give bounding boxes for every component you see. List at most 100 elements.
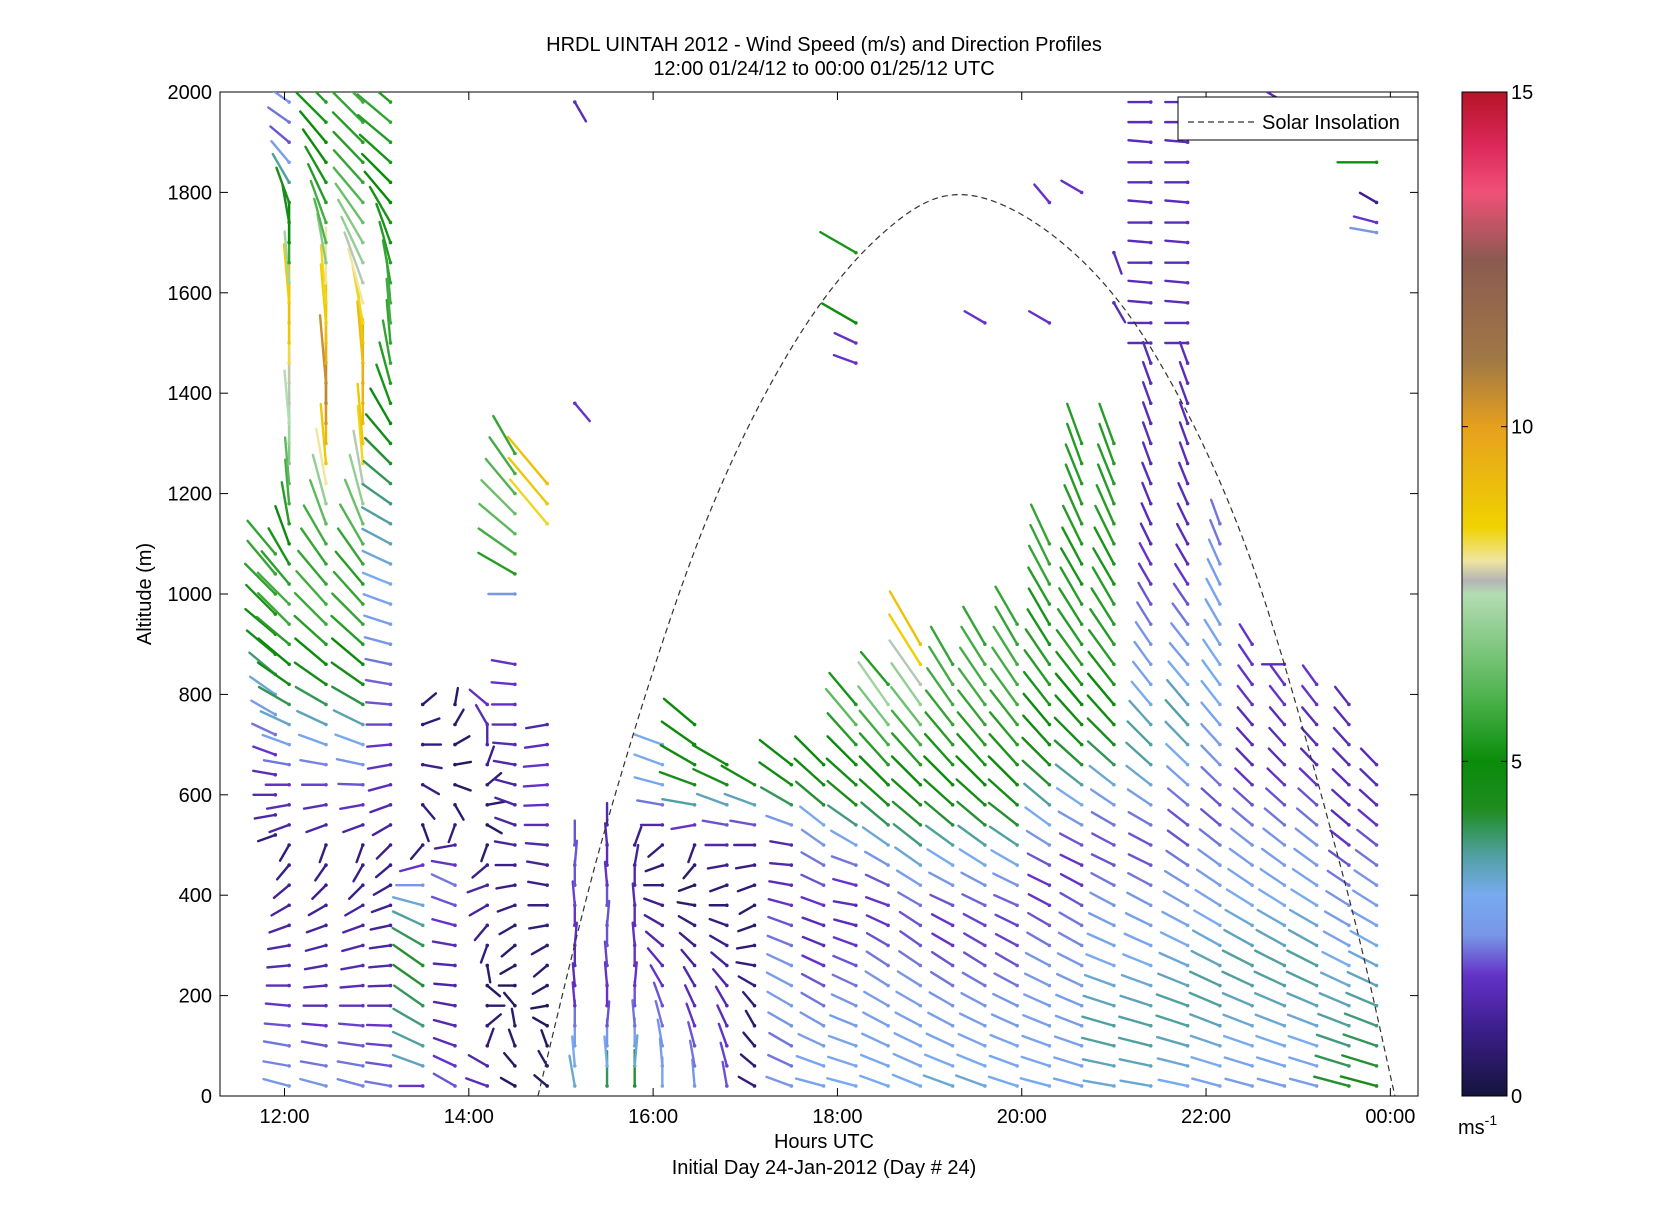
x-tick-label: 00:00	[1365, 1106, 1415, 1128]
wind-vector-tail	[752, 923, 757, 928]
wind-vector-tail	[513, 702, 517, 707]
wind-vector	[305, 823, 328, 834]
wind-vector-tail	[983, 1044, 987, 1048]
wind-vector-tail	[1314, 1084, 1319, 1088]
wind-vector	[1136, 601, 1152, 626]
wind-vector-tail	[1185, 401, 1190, 406]
wind-vector-tail	[854, 1044, 858, 1048]
wind-vector	[1090, 853, 1116, 867]
wind-vector	[677, 915, 696, 927]
wind-vector	[649, 964, 664, 987]
wind-vector	[1055, 650, 1083, 686]
wind-vector-tail	[854, 702, 858, 707]
wind-vector	[1317, 1012, 1351, 1027]
wind-vector-tail	[324, 963, 328, 968]
x-tick-label: 14:00	[444, 1106, 494, 1128]
wind-vector-tail	[1218, 622, 1222, 626]
wind-vector-tail	[1218, 782, 1222, 787]
wind-vector-tail	[950, 923, 955, 928]
wind-vector	[305, 924, 328, 934]
wind-vector	[1056, 952, 1083, 967]
wind-vector-tail	[660, 782, 665, 787]
wind-vector	[987, 755, 1019, 786]
wind-vector-tail	[453, 843, 457, 847]
wind-vector	[1268, 726, 1286, 746]
wind-vector-tail	[273, 813, 278, 817]
x-axis-label: Hours UTC	[774, 1131, 874, 1153]
wind-vector-tail	[1347, 1064, 1351, 1068]
wind-vector-tail	[854, 823, 858, 827]
wind-vector-tail	[1185, 843, 1190, 847]
wind-vector	[283, 436, 291, 485]
wind-vector	[364, 678, 392, 686]
wind-vector	[695, 792, 729, 807]
wind-vector-tail	[660, 1003, 665, 1008]
wind-vector	[339, 984, 365, 989]
wind-vector-tail	[1185, 602, 1190, 606]
wind-vector-tail	[513, 722, 517, 727]
wind-vector-tail	[545, 1084, 549, 1088]
wind-vector	[1087, 912, 1116, 927]
wind-vector-tail	[725, 963, 729, 968]
wind-vector-tail	[1148, 562, 1153, 566]
wind-vector	[246, 519, 277, 556]
wind-vector	[652, 981, 664, 1007]
wind-vector-tail	[1112, 542, 1116, 546]
wind-vector	[890, 709, 922, 746]
wind-vector-tail	[632, 983, 637, 988]
wind-vector	[266, 944, 291, 951]
wind-vector	[758, 738, 793, 766]
wind-vector	[1301, 706, 1318, 726]
wind-vector	[923, 1053, 954, 1068]
wind-vector	[432, 1036, 457, 1048]
wind-vector	[1175, 522, 1189, 545]
wind-vector-tail	[513, 1003, 517, 1008]
wind-vector	[957, 1032, 987, 1048]
wind-vector-tail	[485, 1023, 490, 1028]
wind-vector	[827, 804, 858, 827]
wind-vector-tail	[821, 883, 826, 887]
wind-vector-tail	[388, 642, 393, 646]
wind-vector	[1081, 1015, 1116, 1027]
wind-vector	[378, 341, 392, 385]
wind-vector-tail	[485, 782, 490, 787]
wind-vector	[486, 823, 503, 835]
wind-vector	[662, 697, 696, 726]
wind-vector	[680, 948, 696, 967]
wind-vector-tail	[950, 983, 955, 988]
wind-vector	[1259, 867, 1286, 887]
wind-vector-tail	[821, 923, 826, 928]
wind-vector-tail	[513, 471, 517, 476]
wind-vector-tail	[1047, 702, 1052, 707]
wind-vector-tail	[1185, 662, 1190, 667]
wind-vector-tail	[983, 923, 987, 928]
wind-vector-tail	[660, 983, 665, 988]
wind-vector-tail	[388, 582, 393, 586]
wind-vector-tail	[821, 903, 826, 908]
wind-vector	[1315, 1033, 1351, 1048]
wind-vector-tail	[1282, 883, 1287, 887]
wind-vector	[391, 910, 424, 927]
wind-vector-tail	[1148, 803, 1153, 807]
legend-box	[1177, 96, 1419, 141]
wind-vector-tail	[513, 823, 517, 827]
wind-vector-tail	[1079, 481, 1084, 486]
wind-vector	[1060, 179, 1083, 194]
wind-vector	[888, 590, 922, 646]
wind-vector-tail	[1185, 963, 1190, 968]
wind-vector-tail	[273, 572, 278, 576]
wind-vector	[1090, 872, 1116, 887]
wind-vector	[319, 244, 328, 305]
wind-vector-tail	[605, 1023, 609, 1028]
wind-vector	[1137, 562, 1152, 586]
wind-vector	[708, 917, 729, 927]
wind-vector	[989, 667, 1019, 706]
wind-vector	[253, 813, 277, 820]
wind-vector	[299, 1060, 328, 1068]
wind-vector	[374, 863, 392, 879]
wind-vector	[496, 904, 517, 913]
wind-vector	[1166, 829, 1189, 847]
wind-vector-tail	[1218, 682, 1222, 687]
wind-vector	[826, 1077, 858, 1088]
wind-vector-tail	[1347, 983, 1351, 988]
